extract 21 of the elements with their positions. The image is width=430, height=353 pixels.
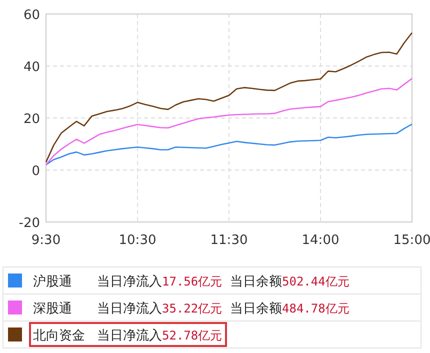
x-tick-label: 11:30 xyxy=(210,233,248,248)
y-tick-label: 40 xyxy=(23,60,40,75)
y-tick-label: -20 xyxy=(18,216,40,231)
line-series xyxy=(45,124,413,166)
legend-label: 深股通 xyxy=(33,302,72,316)
text: 当日余额502.44亿元 xyxy=(230,274,350,290)
text: 当日余额484.78亿元 xyxy=(230,302,350,316)
legend-label: 沪股通 xyxy=(33,274,72,290)
x-tick-label: 14:00 xyxy=(302,233,340,248)
x-tick-label: 9:30 xyxy=(31,233,61,248)
y-tick-label: 20 xyxy=(23,112,40,127)
legend-label: 北向资金 xyxy=(33,328,85,344)
text: 当日净流入35.22亿元 xyxy=(97,300,222,316)
text: 当日净流入52.78亿元 xyxy=(97,328,222,344)
x-tick-label: 10:30 xyxy=(118,233,156,248)
x-tick-label: 15:00 xyxy=(393,233,430,248)
y-tick-label: 60 xyxy=(23,8,40,23)
y-tick-label: 0 xyxy=(32,164,40,179)
line-series xyxy=(45,32,413,163)
text: 当日净流入17.56亿元 xyxy=(97,274,222,290)
line-series xyxy=(45,78,413,166)
